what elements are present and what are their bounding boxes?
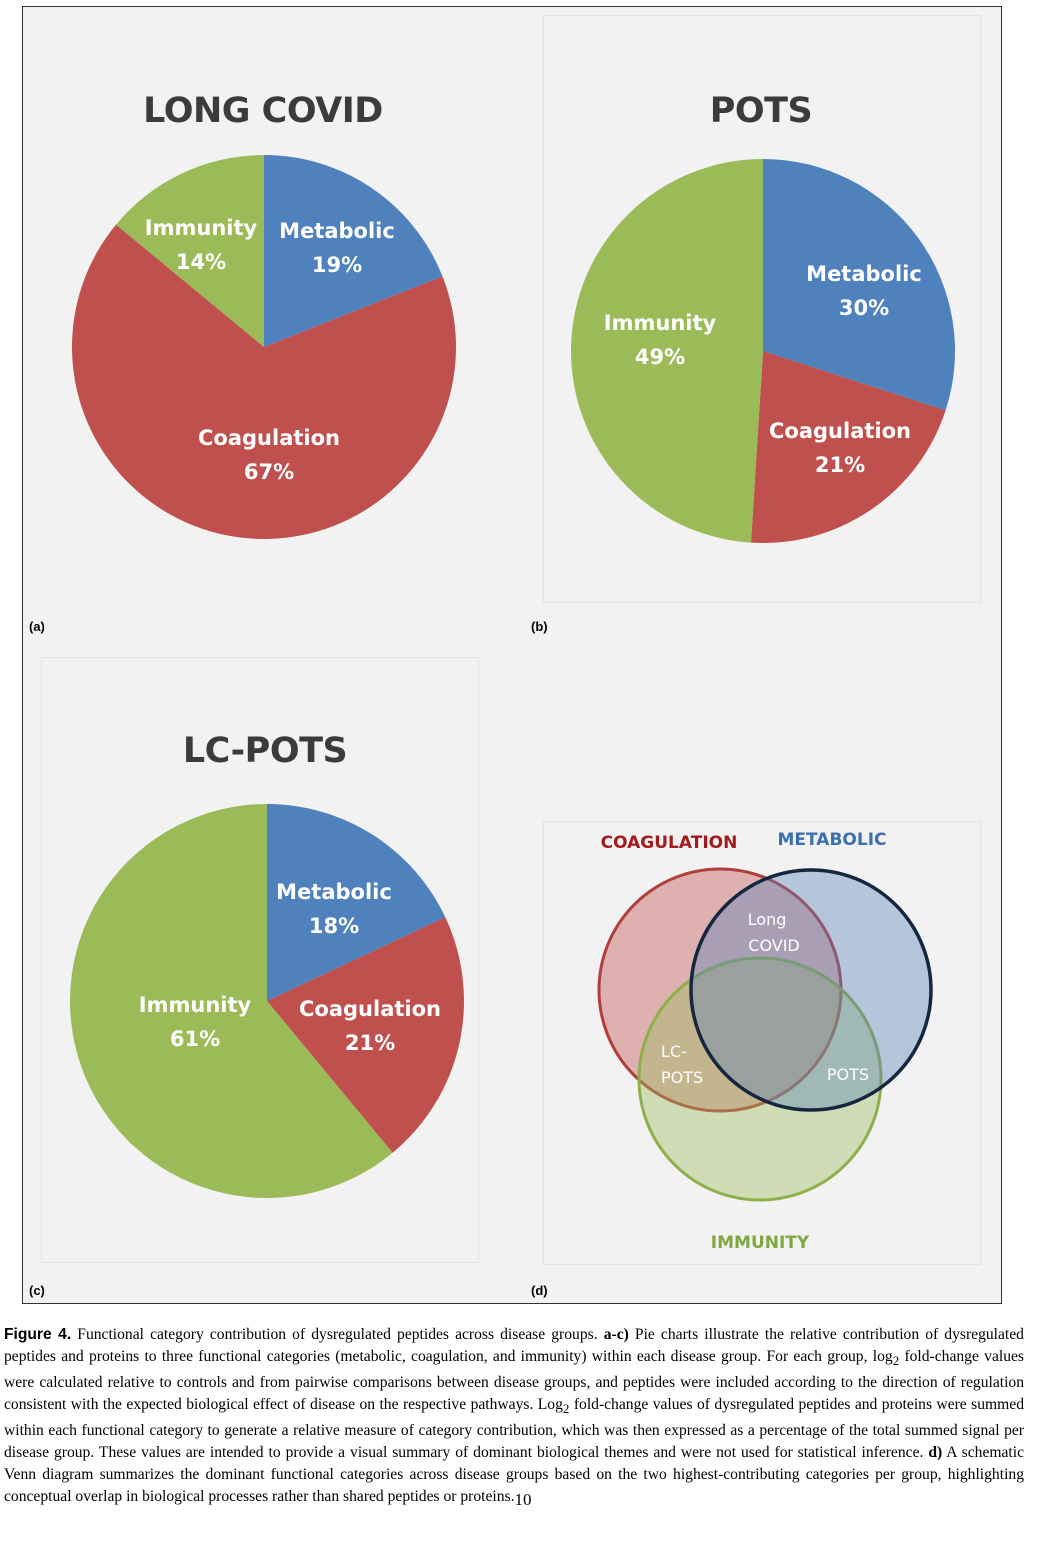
caption-title: Functional category contribution of dysr… bbox=[71, 1326, 604, 1343]
venn-label-coagulation: COAGULATION bbox=[601, 833, 738, 853]
caption-subscript-2b: 2 bbox=[562, 1400, 570, 1416]
pie-slice-lc-pots-metabolic bbox=[267, 804, 446, 1001]
venn-circle-metabolic bbox=[689, 868, 933, 1112]
caption-d-label: d) bbox=[928, 1443, 943, 1461]
venn-region-lc-pots-line1: LC- bbox=[661, 1042, 687, 1061]
page-number: 10 bbox=[514, 1489, 532, 1509]
venn-label-metabolic: METABOLIC bbox=[777, 830, 886, 850]
venn-diagram: COAGULATION METABOLIC IMMUNITY Long COVI… bbox=[597, 830, 933, 1253]
chart-title-lc-pots: LC-POTS bbox=[182, 731, 348, 771]
pie-slice-lc-pots-coagulation bbox=[267, 917, 464, 1153]
pie-slice-pots-metabolic bbox=[763, 159, 955, 411]
pie-label-long-covid-immunity-value: 14% bbox=[176, 250, 226, 274]
figure-4-frame: LONG COVID POTS LC-POTS Metabolic 19% Coag… bbox=[22, 6, 1002, 1304]
pie-label-lc-pots-immunity-name: Immunity bbox=[139, 993, 252, 1017]
pie-label-pots-immunity-value: 49% bbox=[635, 345, 685, 369]
pie-slice-lc-pots-immunity bbox=[69, 804, 393, 1198]
venn-region-pots: POTS bbox=[827, 1065, 869, 1084]
pie-label-pots-coagulation-name: Coagulation bbox=[769, 419, 911, 443]
venn-region-long-covid-line1: Long bbox=[748, 910, 787, 929]
caption-text-4: A schematic Venn diagram summarizes the … bbox=[4, 1443, 1024, 1505]
caption-text-2: fold-change values were calculated relat… bbox=[4, 1347, 1024, 1413]
pie-label-lc-pots-coagulation-name: Coagulation bbox=[299, 997, 441, 1021]
venn-region-lc-pots-line2: POTS bbox=[661, 1068, 703, 1087]
panel-d-frame bbox=[543, 821, 981, 1265]
panel-c-frame bbox=[41, 657, 479, 1263]
panel-label-c: (c) bbox=[29, 1283, 45, 1298]
caption-text-3: fold-change values of dysregulated pepti… bbox=[4, 1395, 1024, 1461]
panel-label-d: (d) bbox=[531, 1283, 548, 1298]
pie-slice-pots-immunity bbox=[570, 159, 763, 543]
panel-label-a: (a) bbox=[29, 619, 45, 634]
pie-slice-long-covid-metabolic bbox=[264, 155, 443, 347]
pie-slice-long-covid-immunity bbox=[116, 155, 264, 347]
chart-title-long-covid: LONG COVID bbox=[143, 91, 383, 131]
panel-b-frame bbox=[543, 15, 981, 603]
caption-ac-label: a-c) bbox=[603, 1326, 629, 1343]
pie-slice-long-covid-coagulation bbox=[72, 224, 456, 539]
pie-label-pots-metabolic-value: 30% bbox=[839, 296, 889, 320]
pie-label-lc-pots-metabolic-value: 18% bbox=[309, 914, 359, 938]
pie-slice-pots-coagulation bbox=[750, 351, 946, 543]
pie-label-pots-coagulation-value: 21% bbox=[815, 453, 865, 477]
venn-region-long-covid-line2: COVID bbox=[748, 936, 799, 955]
caption-figure-number: Figure 4. bbox=[4, 1326, 72, 1343]
pie-label-long-covid-metabolic-name: Metabolic bbox=[279, 219, 395, 243]
pie-label-pots-metabolic-name: Metabolic bbox=[806, 262, 922, 286]
venn-label-immunity: IMMUNITY bbox=[711, 1233, 810, 1253]
pie-label-lc-pots-coagulation-value: 21% bbox=[345, 1031, 395, 1055]
pie-label-long-covid-coagulation-name: Coagulation bbox=[198, 426, 340, 450]
panel-label-b: (b) bbox=[531, 619, 548, 634]
pie-label-pots-immunity-name: Immunity bbox=[604, 311, 717, 335]
venn-circle-immunity bbox=[637, 956, 883, 1202]
pie-label-lc-pots-metabolic-name: Metabolic bbox=[276, 880, 392, 904]
caption-subscript-2a: 2 bbox=[892, 1353, 900, 1369]
pie-label-lc-pots-immunity-value: 61% bbox=[170, 1027, 220, 1051]
pie-label-long-covid-coagulation-value: 67% bbox=[244, 460, 294, 484]
pie-label-long-covid-immunity-name: Immunity bbox=[145, 216, 258, 240]
caption-text-1: Pie charts illustrate the relative contr… bbox=[4, 1326, 1024, 1365]
pie-chart-long-covid: Metabolic 19% Coagulation 67% Immunity 14% Met… bbox=[69, 155, 955, 1198]
figure-caption: Figure 4. Functional category contributi… bbox=[4, 1324, 1024, 1510]
pie-label-long-covid-metabolic-value: 19% bbox=[312, 253, 362, 277]
chart-title-pots: POTS bbox=[709, 91, 813, 131]
